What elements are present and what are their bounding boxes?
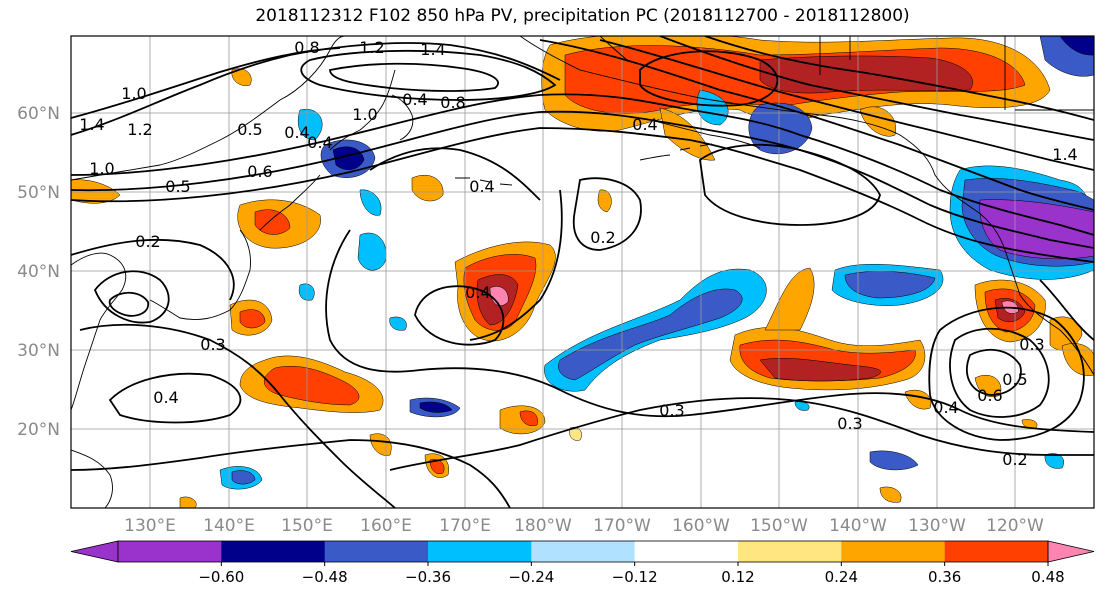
contour-label: 0.3 [659, 401, 684, 420]
contour-label: 1.4 [420, 40, 445, 59]
colorbar-tick-label: −0.12 [612, 568, 658, 586]
lat-label: 60°N [17, 104, 60, 124]
contour-label: 0.4 [469, 177, 494, 196]
contour-label: 1.0 [121, 84, 146, 103]
contour-label: 0.6 [977, 386, 1002, 405]
lat-label: 50°N [17, 183, 60, 203]
colorbar-tick-label: 0.48 [1031, 568, 1064, 586]
colorbar: −0.60 −0.48 −0.36 −0.24 −0.12 0.12 0.24 0.36 0.4… [70, 540, 1095, 586]
lon-axis: 130°E 140°E 150°E 160°E 170°E 180°W 170°… [124, 516, 1044, 536]
colorbar-tick-label: −0.36 [405, 568, 451, 586]
contour-label: 0.4 [402, 90, 427, 109]
contour-label: 0.4 [465, 283, 490, 302]
colorbar-segment [944, 541, 1049, 562]
lat-label: 40°N [17, 262, 60, 282]
map-frame [70, 35, 1095, 509]
contour-label: 0.3 [200, 335, 225, 354]
lon-label: 130°W [908, 516, 966, 536]
lon-label: 130°E [124, 516, 176, 536]
colorbar-segment [531, 541, 636, 562]
lon-label: 140°E [203, 516, 255, 536]
lat-label: 30°N [17, 341, 60, 361]
contour-label: 0.4 [307, 133, 332, 152]
colorbar-segment [738, 541, 842, 562]
lon-label: 170°E [439, 516, 491, 536]
colorbar-tick-label: −0.60 [198, 568, 244, 586]
colorbar-arrow-low [70, 540, 119, 563]
lon-label: 150°E [281, 516, 333, 536]
contour-label: 0.4 [153, 388, 178, 407]
colorbar-segment [118, 541, 222, 562]
lon-label: 170°W [593, 516, 651, 536]
lon-label: 160°E [360, 516, 412, 536]
contour-label: 0.2 [1002, 450, 1027, 469]
lon-label: 160°W [672, 516, 730, 536]
contour-label: 0.8 [294, 38, 319, 57]
contour-label: 1.2 [359, 38, 384, 57]
lon-label: 140°W [829, 516, 887, 536]
contour-labels: 0.8 1.2 1.4 1.0 1.4 1.2 0.5 0.4 1.0 0.8 … [79, 38, 1077, 469]
contour-label: 1.4 [1052, 145, 1077, 164]
map-panel: 0.8 1.2 1.4 1.0 1.4 1.2 0.5 0.4 1.0 0.8 … [71, 36, 1094, 508]
colorbar-segment [841, 541, 946, 562]
pv-contours [71, 36, 1094, 508]
contour-label: 1.0 [352, 105, 377, 124]
contour-label: 0.4 [933, 398, 958, 417]
colorbar-segment [428, 541, 532, 562]
colorbar-tick-label: 0.24 [825, 568, 858, 586]
lon-label: 120°W [986, 516, 1044, 536]
colorbar-segment [634, 541, 739, 562]
map-title: 2018112312 F102 850 hPa PV, precipitatio… [255, 6, 910, 26]
lon-label: 180°W [514, 516, 572, 536]
colorbar-tick-label: 0.36 [928, 568, 961, 586]
colorbar-frame [117, 540, 1049, 563]
contour-label: 0.6 [247, 162, 272, 181]
contour-label: 0.5 [165, 177, 190, 196]
contour-label: 0.5 [237, 120, 262, 139]
contour-label: 0.3 [1019, 335, 1044, 354]
contour-label: 0.3 [837, 414, 862, 433]
colorbar-tick-label: −0.24 [508, 568, 554, 586]
colorbar-tick-label: −0.48 [302, 568, 348, 586]
contour-label: 0.4 [632, 115, 657, 134]
coastlines [71, 36, 1094, 508]
lat-label: 20°N [17, 420, 60, 440]
contour-label: 0.5 [1002, 370, 1027, 389]
colorbar-tick-label: 0.12 [721, 568, 754, 586]
lon-label: 150°W [750, 516, 808, 536]
contour-label: 0.2 [135, 232, 160, 251]
contour-label: 0.2 [590, 228, 615, 247]
colorbar-segment [221, 541, 326, 562]
contour-label: 0.8 [440, 93, 465, 112]
contour-label: 0.4 [284, 123, 309, 142]
lat-axis: 60°N 50°N 40°N 30°N 20°N [17, 104, 60, 440]
contour-label: 1.2 [127, 120, 152, 139]
colorbar-segment [324, 541, 429, 562]
contour-label: 1.0 [89, 159, 114, 178]
colorbar-arrow-high [1047, 540, 1095, 563]
contour-label: 1.4 [79, 115, 104, 134]
